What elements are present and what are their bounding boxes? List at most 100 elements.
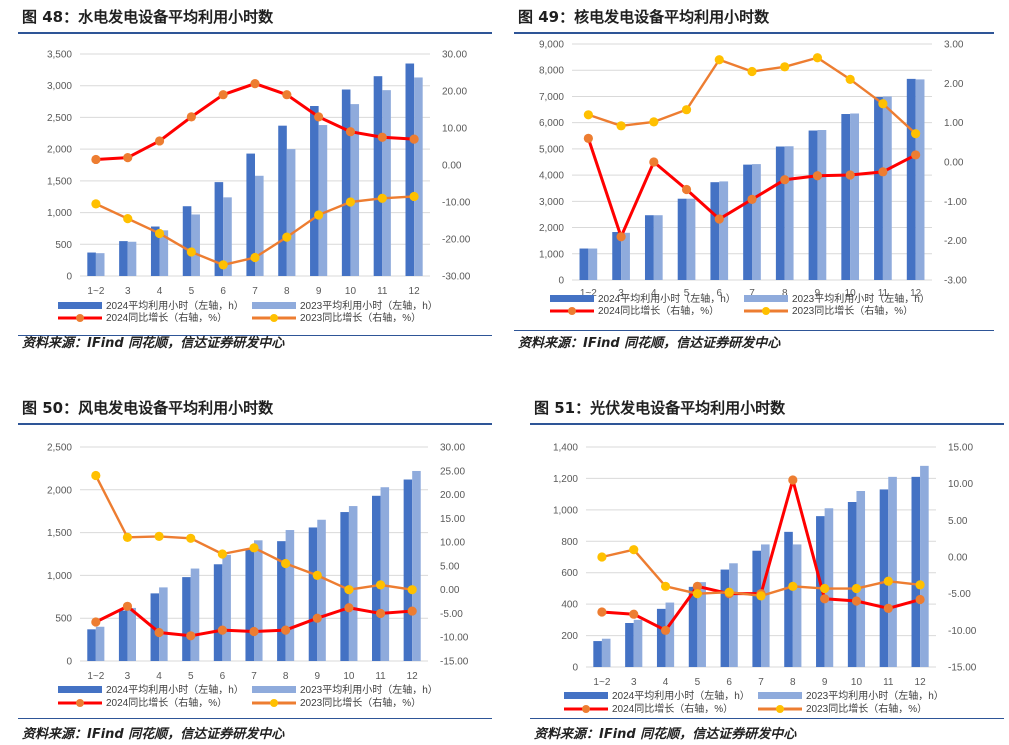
- figure-title: 图 50：风电发电设备平均利用小时数: [22, 399, 274, 417]
- bar-2023: [653, 215, 663, 280]
- point-2023: [583, 110, 593, 120]
- bar-2024: [213, 564, 223, 661]
- x-tick-label: 9: [822, 677, 828, 688]
- point-2024: [123, 153, 133, 163]
- bar-2024: [579, 248, 589, 280]
- point-2024: [154, 136, 165, 146]
- point-2023: [407, 585, 417, 595]
- point-2024: [281, 625, 291, 635]
- y-right-tick-label: 1.00: [944, 118, 964, 129]
- figure-title: 图 49：核电发电设备平均利用小时数: [518, 8, 770, 26]
- bar-2023: [752, 164, 761, 280]
- legend-label: 2023同比增长（右轴，%）: [792, 304, 913, 317]
- bar-2023: [254, 540, 263, 661]
- bar-2023: [915, 79, 925, 281]
- bar-2024: [841, 114, 851, 280]
- y-right-tick-label: -10.00: [948, 626, 977, 637]
- point-2024: [878, 167, 888, 177]
- y-right-tick-label: -20.00: [442, 235, 471, 246]
- y-right-tick-label: 0.00: [944, 158, 964, 169]
- x-tick-label: 4: [651, 288, 657, 299]
- point-2024: [218, 90, 228, 100]
- point-2023: [780, 62, 790, 72]
- x-tick-label: 1~2: [593, 677, 610, 688]
- x-tick-label: 1~2: [580, 288, 597, 299]
- point-2023: [788, 581, 798, 591]
- point-2023: [281, 558, 291, 569]
- y-left-tick-label: 1,000: [539, 249, 564, 260]
- point-2024: [312, 613, 322, 623]
- source-note: 资料来源：IFind 同花顺，信达证券研发中心: [518, 336, 781, 351]
- y-left-tick-label: 6,000: [539, 118, 564, 129]
- point-2023: [649, 117, 659, 127]
- legend-swatch-marker: [568, 307, 576, 315]
- point-2023: [756, 591, 766, 601]
- x-tick-label: 7: [252, 286, 258, 297]
- source-rule: [18, 718, 492, 719]
- x-tick-label: 7: [749, 288, 755, 299]
- point-2023: [911, 129, 921, 139]
- bar-2024: [119, 241, 128, 276]
- y-left-tick-label: 400: [561, 600, 578, 611]
- bar-2024: [308, 527, 318, 661]
- bar-2024: [644, 215, 654, 280]
- point-2023: [250, 252, 260, 263]
- x-tick-label: 9: [316, 286, 322, 297]
- point-2024: [282, 90, 292, 100]
- y-left-tick-label: 1,500: [47, 176, 72, 187]
- y-right-tick-label: -15.00: [440, 657, 469, 668]
- bar-2023: [633, 619, 643, 667]
- bar-2023: [761, 544, 770, 667]
- bar-2024: [874, 96, 883, 280]
- point-2024: [883, 603, 893, 613]
- y-right-tick-label: -5.00: [440, 609, 463, 620]
- legend-swatch-marker: [776, 705, 784, 713]
- x-tick-label: 1~2: [87, 671, 104, 682]
- y-left-tick-label: 600: [561, 568, 578, 579]
- x-tick-label: 12: [915, 677, 927, 688]
- bar-2023: [380, 487, 390, 661]
- y-left-tick-label: 8,000: [539, 66, 564, 77]
- legend-swatch-bar: [744, 295, 788, 302]
- bar-2024: [245, 549, 254, 661]
- point-2023: [154, 531, 164, 542]
- y-left-tick-label: 1,000: [553, 505, 578, 516]
- title-rule: [18, 32, 492, 34]
- bar-2024: [879, 489, 889, 667]
- point-2024: [154, 627, 164, 638]
- bar-2023: [255, 175, 264, 276]
- bar-2023: [190, 568, 200, 661]
- point-2023: [344, 585, 354, 595]
- bar-2024: [214, 182, 224, 276]
- point-2023: [845, 74, 855, 84]
- point-2023: [123, 214, 133, 224]
- y-right-tick-label: -10.00: [442, 198, 471, 209]
- y-left-tick-label: 9,000: [539, 40, 564, 51]
- bar-2023: [856, 491, 866, 667]
- x-tick-label: 8: [790, 677, 796, 688]
- x-tick-label: 7: [758, 677, 764, 688]
- y-right-tick-label: 30.00: [440, 443, 465, 454]
- x-tick-label: 5: [695, 677, 701, 688]
- x-tick-label: 10: [851, 677, 863, 688]
- x-tick-label: 10: [343, 671, 355, 682]
- point-2024: [122, 601, 133, 611]
- bar-2024: [118, 610, 128, 661]
- bar-2024: [150, 226, 160, 276]
- legend-swatch-marker: [76, 699, 84, 707]
- point-2024: [375, 608, 386, 619]
- x-tick-label: 4: [156, 671, 162, 682]
- y-left-tick-label: 500: [55, 614, 72, 625]
- bar-2023: [348, 506, 358, 661]
- bar-2024: [277, 541, 286, 661]
- legend-label: 2024平均利用小时（左轴，h）: [106, 299, 244, 312]
- y-left-tick-label: 2,000: [539, 223, 564, 234]
- bar-2024: [752, 550, 761, 667]
- bar-2024: [710, 182, 720, 280]
- point-2024: [845, 170, 855, 180]
- y-left-tick-label: 500: [55, 240, 72, 251]
- bar-2024: [373, 76, 383, 276]
- bar-2024: [403, 479, 413, 661]
- point-2024: [851, 596, 862, 606]
- y-right-tick-label: 15.00: [948, 443, 973, 454]
